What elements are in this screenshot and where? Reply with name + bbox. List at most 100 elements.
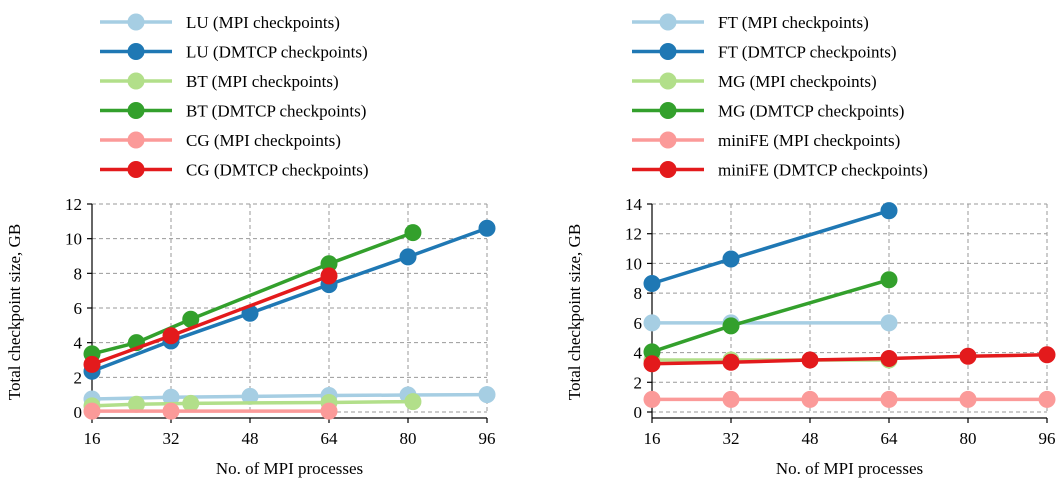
legend-label: MG (DMTCP checkpoints)	[718, 102, 904, 121]
series-line	[651, 353, 1048, 366]
data-point	[643, 390, 661, 408]
y-tick-label: 4	[634, 344, 643, 363]
y-tick-label: 6	[634, 314, 643, 333]
legend-label: CG (DMTCP checkpoints)	[186, 161, 369, 180]
data-point	[162, 402, 180, 420]
legend-marker	[659, 13, 677, 31]
data-point	[643, 355, 661, 373]
x-tick-label: 96	[479, 429, 496, 448]
data-point	[880, 390, 898, 408]
legend-label: FT (DMTCP checkpoints)	[718, 43, 897, 62]
series-1	[643, 314, 898, 332]
legend-marker	[127, 102, 145, 119]
y-tick-label: 0	[74, 403, 83, 422]
legend-marker	[659, 43, 677, 60]
legend: LU (MPI checkpoints) LU (DMTCP checkpoint…	[100, 13, 369, 180]
data-point	[801, 390, 819, 408]
data-point	[162, 327, 180, 345]
legend-label: BT (DMTCP checkpoints)	[186, 102, 366, 121]
legend-label: LU (MPI checkpoints)	[186, 13, 340, 32]
grid	[651, 203, 1048, 413]
y-tick-label: 2	[634, 373, 643, 392]
x-tick-label: 64	[321, 429, 339, 448]
data-point	[320, 267, 338, 285]
legend: FT (MPI checkpoints) FT (DMTCP checkpoint…	[632, 13, 928, 180]
data-point	[959, 390, 977, 408]
x-tick-label: 48	[802, 429, 819, 448]
y-tick-label: 12	[625, 225, 642, 244]
data-point	[880, 271, 898, 289]
grid	[91, 203, 488, 413]
x-tick-label: 32	[723, 429, 740, 448]
y-axis-label: Total checkpoint size, GB	[5, 224, 24, 400]
data-point	[320, 402, 338, 420]
y-tick-label: 8	[634, 284, 643, 303]
series-4	[643, 271, 898, 361]
data-point	[722, 317, 740, 335]
legend-label: MG (MPI checkpoints)	[718, 72, 877, 91]
data-point	[722, 390, 740, 408]
legend-label: LU (DMTCP checkpoints)	[186, 43, 368, 62]
data-point	[83, 355, 101, 373]
legend-label: BT (MPI checkpoints)	[186, 72, 339, 91]
y-tick-label: 8	[74, 264, 83, 283]
chart-panel-1: 16 32 48 64 80 96 0 2 4 6 8 10 12 No. of MPI processe…	[5, 13, 496, 478]
data-point	[182, 394, 200, 412]
x-tick-label: 16	[84, 429, 101, 448]
y-tick-label: 10	[65, 230, 82, 249]
y-tick-label: 12	[65, 195, 82, 214]
y-tick-label: 10	[625, 254, 642, 273]
series-line	[651, 209, 890, 286]
series-line	[91, 392, 488, 401]
data-point	[643, 274, 661, 292]
legend-marker	[659, 131, 677, 149]
legend-marker	[127, 131, 145, 149]
series-line	[651, 278, 890, 354]
y-tick-label: 0	[634, 403, 643, 422]
data-point	[643, 314, 661, 332]
x-tick-label: 80	[400, 429, 417, 448]
data-point	[1038, 346, 1056, 364]
data-point	[404, 393, 422, 411]
legend-label: FT (MPI checkpoints)	[718, 13, 869, 32]
series-4	[83, 224, 422, 363]
data-point	[880, 350, 898, 368]
x-tick-label: 32	[163, 429, 180, 448]
data-point	[880, 202, 898, 220]
data-point	[404, 224, 422, 242]
data-point	[478, 386, 496, 404]
data-point	[801, 351, 819, 369]
series-line	[91, 226, 488, 373]
y-tick-label: 14	[625, 195, 643, 214]
series-6	[643, 346, 1056, 373]
series-2	[83, 219, 496, 380]
x-tick-label: 64	[881, 429, 899, 448]
legend-marker	[127, 13, 145, 31]
data-point	[83, 402, 101, 420]
x-tick-label: 48	[242, 429, 259, 448]
series-5	[83, 402, 338, 420]
legend-marker	[659, 161, 677, 178]
series-line	[91, 274, 330, 366]
y-tick-label: 2	[74, 368, 83, 387]
data-point	[722, 353, 740, 371]
data-point	[1038, 390, 1056, 408]
x-tick-label: 16	[644, 429, 661, 448]
data-point	[399, 248, 417, 266]
data-point	[478, 219, 496, 237]
series-2	[643, 202, 898, 292]
legend-marker	[659, 72, 677, 90]
data-point	[880, 314, 898, 332]
legend-marker	[659, 102, 677, 119]
x-axis-label: No. of MPI processes	[216, 459, 363, 478]
chart-panel-2: 16 32 48 64 80 96 0 2 4 6 8 10 12 14 No. of MPI proces…	[565, 13, 1056, 478]
data-point	[722, 250, 740, 268]
legend-label: miniFE (MPI checkpoints)	[718, 131, 900, 150]
legend-marker	[127, 72, 145, 90]
legend-label: miniFE (DMTCP checkpoints)	[718, 161, 928, 180]
series-5	[643, 390, 1056, 408]
y-tick-label: 6	[74, 299, 83, 318]
data-point	[959, 347, 977, 365]
